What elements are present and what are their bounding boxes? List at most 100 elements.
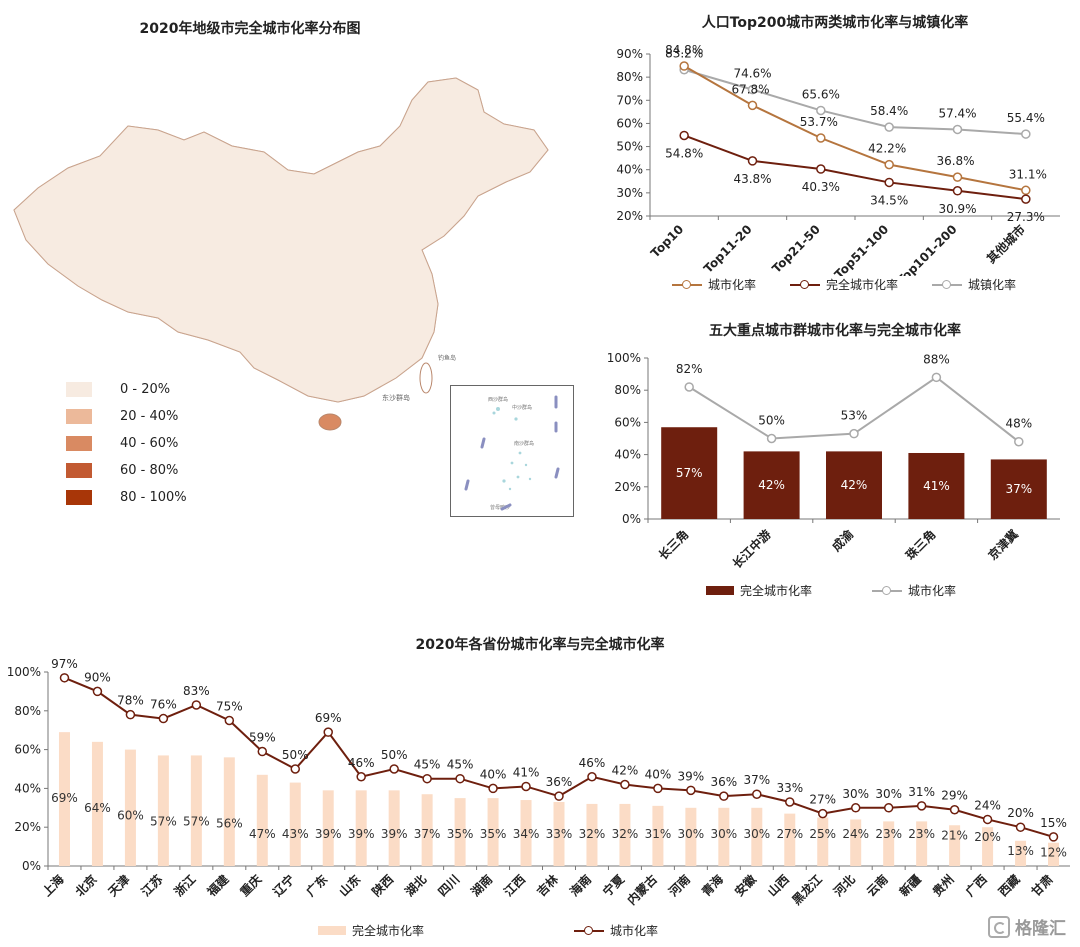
map-region bbox=[539, 241, 548, 257]
map-region bbox=[92, 60, 106, 74]
map-region bbox=[427, 339, 443, 355]
x-tick-label: 河北 bbox=[830, 872, 858, 900]
map-region bbox=[455, 353, 471, 369]
line-point bbox=[1021, 194, 1031, 204]
map-region bbox=[260, 60, 274, 74]
map-region bbox=[483, 78, 499, 89]
map-region bbox=[119, 311, 135, 327]
bar bbox=[990, 459, 1047, 519]
map-region bbox=[511, 325, 527, 341]
clusters-chart-title: 五大重点城市群城市化率与完全城市化率 bbox=[709, 323, 961, 339]
line-point bbox=[356, 772, 366, 782]
map-region bbox=[35, 311, 51, 327]
bar-label: 33% bbox=[546, 827, 573, 841]
clusters-legend: 完全城市化率 城市化率 bbox=[706, 582, 990, 599]
bar-label: 64% bbox=[84, 801, 111, 815]
bar-label: 57% bbox=[183, 814, 210, 828]
map-region bbox=[554, 172, 568, 186]
map-region bbox=[357, 115, 373, 131]
map-region bbox=[554, 284, 568, 298]
bar bbox=[553, 801, 565, 866]
map-region bbox=[525, 255, 541, 271]
map-region bbox=[525, 241, 541, 257]
map-region bbox=[21, 395, 37, 402]
map-region bbox=[329, 101, 345, 117]
map-region bbox=[427, 255, 443, 271]
map-region bbox=[162, 60, 176, 74]
x-tick-label: 北京 bbox=[72, 872, 100, 900]
map-region bbox=[35, 367, 51, 383]
provinces-legend: 完全城市化率 城市化率 bbox=[318, 922, 692, 939]
map-region bbox=[525, 367, 541, 383]
map-region bbox=[105, 78, 121, 89]
bar bbox=[1015, 840, 1027, 866]
map-region bbox=[14, 381, 23, 397]
line-point bbox=[817, 808, 828, 819]
x-tick-label: 广西 bbox=[962, 872, 990, 900]
map-region bbox=[22, 410, 36, 424]
bar-label: 12% bbox=[1040, 846, 1067, 860]
bar bbox=[421, 794, 433, 866]
x-tick-label: Top51-100 bbox=[832, 222, 892, 276]
map-region bbox=[483, 269, 499, 285]
map-region bbox=[539, 87, 548, 103]
map-region bbox=[189, 115, 205, 131]
map-region bbox=[49, 87, 65, 103]
map-region bbox=[287, 395, 303, 402]
map-region bbox=[189, 339, 205, 355]
x-tick-label: 西藏 bbox=[995, 872, 1023, 900]
map-region bbox=[511, 353, 527, 369]
map-region bbox=[288, 410, 302, 424]
map-region bbox=[14, 255, 23, 271]
map-region bbox=[134, 60, 148, 74]
map-region bbox=[91, 325, 107, 341]
line-point bbox=[1021, 185, 1031, 196]
bar-label: 30% bbox=[711, 827, 738, 841]
line-point bbox=[766, 433, 777, 444]
map-region bbox=[217, 353, 233, 369]
map-region bbox=[189, 78, 205, 89]
map-region bbox=[554, 88, 568, 102]
map-region bbox=[203, 101, 219, 117]
map-region bbox=[427, 395, 443, 402]
map-region bbox=[525, 101, 541, 117]
map-region bbox=[512, 60, 526, 74]
map-region bbox=[329, 129, 345, 145]
map-region bbox=[77, 353, 93, 369]
map-region bbox=[217, 101, 233, 117]
bar bbox=[949, 825, 961, 866]
map-region bbox=[245, 101, 261, 117]
map-region bbox=[14, 171, 23, 187]
map-region bbox=[539, 325, 548, 341]
map-region bbox=[511, 213, 527, 229]
x-tick-label: Top21-50 bbox=[769, 222, 823, 276]
map-region bbox=[302, 60, 316, 74]
line-point bbox=[916, 801, 927, 811]
map-region bbox=[428, 410, 442, 424]
map-region bbox=[91, 129, 107, 145]
map-region bbox=[21, 325, 37, 341]
bar-label: 69% bbox=[51, 791, 78, 805]
y-tick-label: 40% bbox=[14, 781, 41, 795]
map-region bbox=[49, 395, 65, 402]
legend-item-town-urbanization: 城镇化率 bbox=[932, 276, 1016, 293]
map-region bbox=[77, 129, 93, 145]
data-label: 30% bbox=[842, 787, 869, 801]
data-label: 40% bbox=[480, 767, 507, 781]
y-tick-label: 90% bbox=[616, 47, 643, 61]
map-region bbox=[400, 410, 414, 424]
map-region bbox=[91, 115, 107, 131]
data-label: 42.2% bbox=[868, 142, 906, 156]
x-tick-label: 其他城市 bbox=[983, 222, 1028, 267]
map-region bbox=[231, 395, 247, 402]
map-legend-label: 0 - 20% bbox=[120, 382, 171, 397]
legend-label: 完全城市化率 bbox=[740, 584, 813, 598]
data-label: 15% bbox=[1040, 816, 1067, 830]
legend-item-full-urbanization: 完全城市化率 bbox=[318, 922, 424, 939]
map-region bbox=[455, 269, 471, 285]
map-region bbox=[343, 101, 359, 117]
map-region bbox=[161, 101, 177, 117]
line-point bbox=[587, 772, 597, 782]
map-region bbox=[105, 311, 121, 327]
x-tick-label: 上海 bbox=[39, 872, 67, 900]
